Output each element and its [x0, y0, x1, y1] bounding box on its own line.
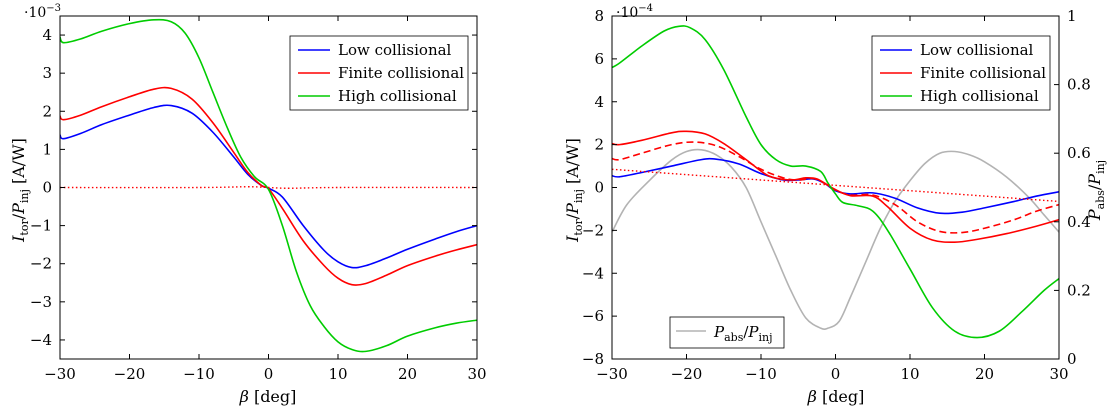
right-xtick-label: −30 [596, 365, 628, 383]
right-legend-label-low: Low collisional [920, 41, 1034, 59]
left-series-line-2 [60, 18, 477, 353]
right-ytick-label: 2 [594, 136, 604, 154]
left-xtick-label: −10 [183, 365, 215, 383]
left-ytick-label: 0 [42, 179, 52, 197]
left-legend-label-high: High collisional [338, 87, 457, 105]
right-xtick-labels: −30 −20 −10 0 10 20 30 [596, 365, 1068, 383]
right-legend-pabs-label: Pabs/Pinj [713, 323, 773, 344]
right-y2tick-label: 0.4 [1067, 213, 1091, 231]
left-ytick-label: 4 [42, 26, 52, 44]
right-ytick-label: 4 [594, 93, 604, 111]
left-legend-label-low: Low collisional [338, 41, 452, 59]
left-ytick-labels: −4 −3 −2 −1 0 1 2 3 4 [30, 26, 52, 349]
left-series-line-0 [60, 104, 477, 269]
left-y-axis-label: Itor/Pinj [A/W] [9, 138, 31, 243]
left-legend-label-finite: Finite collisional [338, 64, 464, 82]
right-xtick-label: −20 [671, 365, 703, 383]
left-xtick-label: −30 [44, 365, 76, 383]
right-legend-label-high: High collisional [920, 87, 1039, 105]
right-x-axis-label: β [deg] [807, 387, 865, 406]
right-legend: Low collisional Finite collisional High … [871, 35, 1051, 111]
right-ytick-label: 6 [594, 50, 604, 68]
right-y2tick-label: 1 [1067, 7, 1077, 25]
left-ytick-label: 1 [42, 140, 52, 158]
left-ytick-label: −1 [30, 217, 52, 235]
right-y2tick-labels: 0 0.2 0.4 0.6 0.8 1 [1067, 7, 1091, 368]
right-ytick-label: −4 [582, 264, 604, 282]
right-ytick-label: 0 [594, 179, 604, 197]
left-plot-area [60, 18, 477, 353]
right-series-line-5 [612, 148, 1059, 330]
right-y-multiplier: ·10−4 [616, 3, 653, 21]
right-y2tick-label: 0.6 [1067, 144, 1091, 162]
left-xtick-label: 0 [264, 365, 274, 383]
right-legend-pabs: Pabs/Pinj [669, 316, 785, 349]
right-xtick-label: −10 [745, 365, 777, 383]
left-ytick-label: 2 [42, 102, 52, 120]
right-legend-pabs-box [669, 316, 785, 349]
right-y2tick-label: 0 [1067, 350, 1077, 368]
left-x-axis-label: β [deg] [239, 387, 297, 406]
left-xtick-label: 30 [467, 365, 486, 383]
left-ytick-label: −3 [30, 293, 52, 311]
right-ytick-label: 8 [594, 7, 604, 25]
right-y-axis-label: Itor/Pinj [A/W] [563, 138, 585, 243]
right-legend-label-finite: Finite collisional [920, 64, 1046, 82]
left-ytick-label: 3 [42, 64, 52, 82]
left-y-multiplier: ·10−3 [24, 3, 61, 21]
left-xtick-label: 10 [328, 365, 347, 383]
right-ytick-label: −2 [582, 221, 604, 239]
right-series-line-3 [612, 25, 1059, 339]
right-xtick-label: 10 [900, 365, 919, 383]
right-series-line-4 [612, 168, 1059, 203]
right-tick-marks [611, 15, 1060, 360]
left-xtick-labels: −30 −20 −10 0 10 20 30 [44, 365, 486, 383]
right-ytick-label: −6 [582, 307, 604, 325]
left-xtick-label: −20 [114, 365, 146, 383]
right-series-line-1 [612, 130, 1059, 244]
right-y2-axis-label: Pabs/Pinj [1085, 160, 1107, 221]
left-ytick-label: −2 [30, 255, 52, 273]
right-ytick-label: −8 [582, 350, 604, 368]
left-ytick-label: −4 [30, 331, 52, 349]
right-series-line-2 [612, 141, 1059, 234]
left-legend: Low collisional Finite collisional High … [289, 35, 469, 111]
left-tick-marks [59, 16, 478, 359]
left-series-line-3 [60, 186, 477, 189]
left-xtick-label: 20 [398, 365, 417, 383]
right-xtick-label: 30 [1049, 365, 1068, 383]
right-y2tick-label: 0.2 [1067, 281, 1091, 299]
right-xtick-label: 20 [975, 365, 994, 383]
right-xtick-label: 0 [831, 365, 841, 383]
right-y2tick-label: 0.8 [1067, 76, 1091, 94]
right-plot-area [612, 25, 1059, 339]
right-ytick-labels: −8 −6 −4 −2 0 2 4 6 8 [582, 7, 604, 368]
